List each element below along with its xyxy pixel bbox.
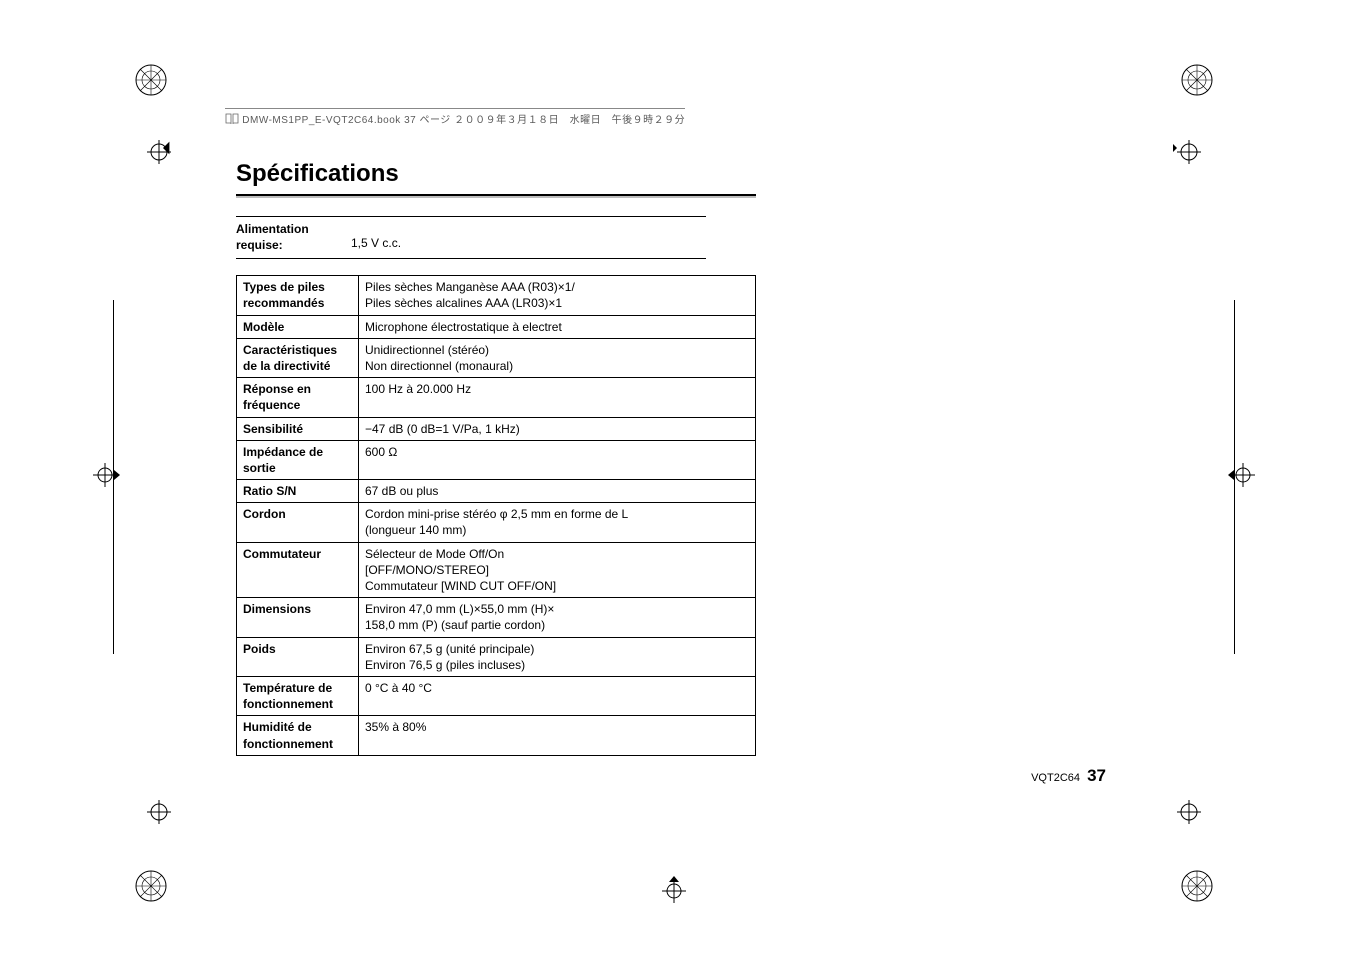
spec-value: 100 Hz à 20.000 Hz [359,378,756,417]
spec-key: Ratio S/N [237,480,359,503]
spec-value: Cordon mini-prise stéréo φ 2,5 mm en for… [359,503,756,542]
power-requirement-block: Alimentation requise: 1,5 V c.c. [236,216,706,259]
footer-page-number: 37 [1087,766,1106,785]
footer-code: VQT2C64 [1031,772,1080,784]
book-icon [225,113,239,125]
print-header: DMW-MS1PP_E-VQT2C64.book 37 ページ ２００９年３月１… [225,108,685,126]
spec-value: Piles sèches Manganèse AAA (R03)×1/Piles… [359,276,756,315]
table-row: DimensionsEnviron 47,0 mm (L)×55,0 mm (H… [237,598,756,637]
table-row: CommutateurSélecteur de Mode Off/On[OFF/… [237,542,756,598]
spec-key: Caractéristiques de la directivité [237,338,359,377]
spec-key: Température de fonctionnement [237,676,359,715]
spec-value: Unidirectionnel (stéréo)Non directionnel… [359,338,756,377]
spec-value: Microphone électrostatique à electret [359,315,756,338]
table-row: Sensibilité−47 dB (0 dB=1 V/Pa, 1 kHz) [237,417,756,440]
page-content: Spécifications Alimentation requise: 1,5… [236,160,796,756]
power-value: 1,5 V c.c. [351,222,401,253]
spec-value: Environ 47,0 mm (L)×55,0 mm (H)×158,0 mm… [359,598,756,637]
crop-mark-icon [1173,792,1213,832]
spec-key: Impédance de sortie [237,440,359,479]
title-divider [236,194,756,198]
spec-value: −47 dB (0 dB=1 V/Pa, 1 kHz) [359,417,756,440]
crop-mark-icon [135,792,175,832]
page-footer: VQT2C64 37 [1031,766,1106,786]
crop-mark-icon [1228,460,1258,490]
registration-mark-icon [1179,868,1215,904]
spec-key: Commutateur [237,542,359,598]
table-row: ModèleMicrophone électrostatique à elect… [237,315,756,338]
spec-value: 0 °C à 40 °C [359,676,756,715]
spec-key: Réponse en fréquence [237,378,359,417]
power-label: Alimentation requise: [236,222,351,253]
spec-table: Types de piles recommandésPiles sèches M… [236,275,756,756]
registration-mark-icon [1179,62,1215,98]
crop-mark-icon [659,876,689,906]
table-row: CordonCordon mini-prise stéréo φ 2,5 mm … [237,503,756,542]
registration-mark-icon [133,868,169,904]
print-header-text: DMW-MS1PP_E-VQT2C64.book 37 ページ ２００９年３月１… [242,115,685,126]
registration-mark-icon [133,62,169,98]
spec-key: Dimensions [237,598,359,637]
table-row: Réponse en fréquence100 Hz à 20.000 Hz [237,378,756,417]
spec-key: Cordon [237,503,359,542]
page-title: Spécifications [236,160,796,188]
crop-line [1234,300,1235,654]
spec-value: Sélecteur de Mode Off/On[OFF/MONO/STEREO… [359,542,756,598]
spec-value: 35% à 80% [359,716,756,755]
table-row: Types de piles recommandésPiles sèches M… [237,276,756,315]
table-row: Température de fonctionnement0 °C à 40 °… [237,676,756,715]
spec-value: 67 dB ou plus [359,480,756,503]
table-row: Humidité de fonctionnement35% à 80% [237,716,756,755]
spec-key: Types de piles recommandés [237,276,359,315]
spec-key: Humidité de fonctionnement [237,716,359,755]
spec-value: 600 Ω [359,440,756,479]
table-row: Ratio S/N67 dB ou plus [237,480,756,503]
spec-key: Sensibilité [237,417,359,440]
spec-key: Modèle [237,315,359,338]
crop-mark-icon [135,132,175,172]
spec-key: Poids [237,637,359,676]
table-row: Impédance de sortie600 Ω [237,440,756,479]
crop-line [113,300,114,654]
crop-mark-icon [90,460,120,490]
crop-mark-icon [1173,132,1213,172]
table-row: PoidsEnviron 67,5 g (unité principale)En… [237,637,756,676]
spec-value: Environ 67,5 g (unité principale)Environ… [359,637,756,676]
table-row: Caractéristiques de la directivitéUnidir… [237,338,756,377]
